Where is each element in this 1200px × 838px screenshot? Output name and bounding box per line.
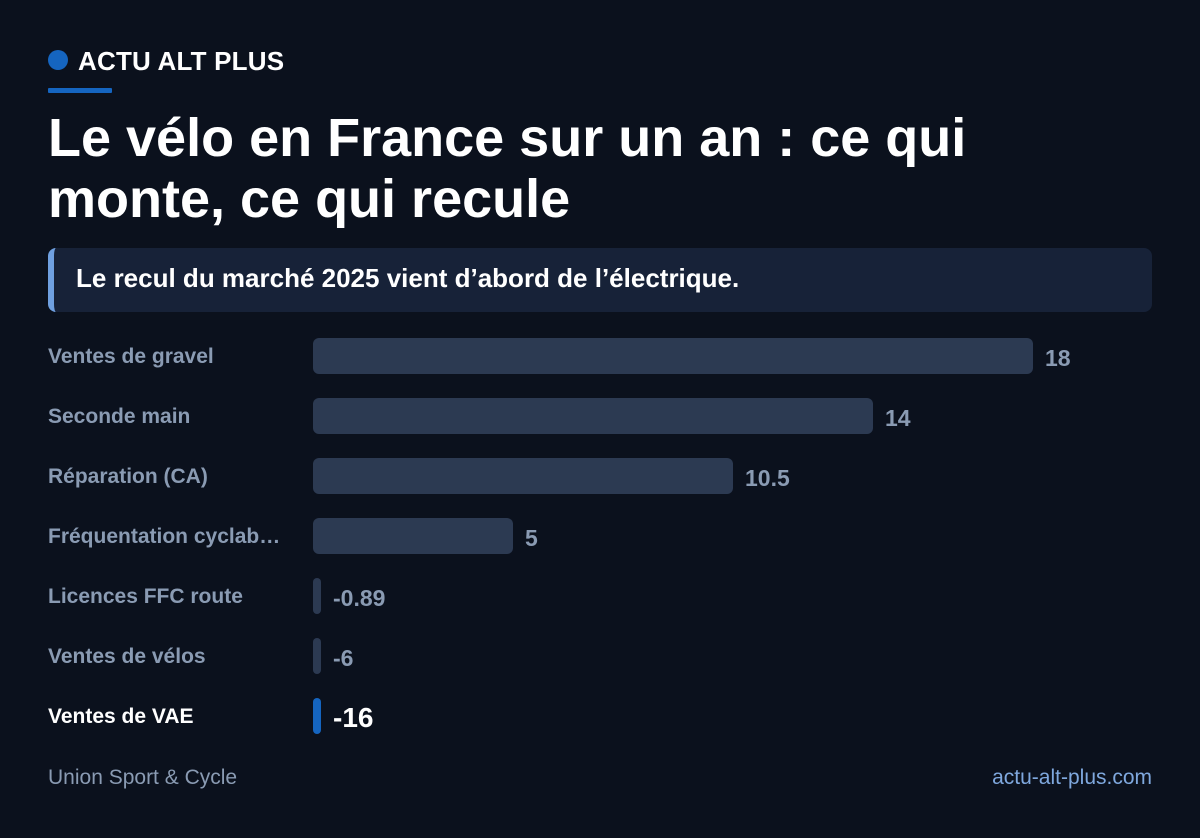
category-label: Licences FFC route — [48, 585, 243, 608]
category-label: Ventes de VAE — [48, 705, 194, 728]
page-title: Le vélo en France sur un an : ce qui mon… — [48, 108, 967, 229]
value-label: -6 — [333, 645, 353, 671]
value-label: 5 — [525, 525, 538, 551]
category-label: Seconde main — [48, 405, 190, 428]
brand-dot-icon — [48, 49, 68, 70]
bar — [313, 638, 321, 674]
brand-underline — [48, 88, 112, 93]
category-label: Ventes de vélos — [48, 645, 206, 668]
category-label: Ventes de gravel — [48, 345, 214, 368]
value-label: -0.89 — [333, 585, 385, 611]
source-label: Union Sport & Cycle — [48, 766, 238, 789]
brand-name: ACTU ALT PLUS — [78, 46, 285, 76]
bar — [313, 338, 1033, 374]
value-label: 10.5 — [745, 465, 790, 491]
callout-text: Le recul du marché 2025 vient d’abord de… — [76, 263, 740, 293]
bar — [313, 458, 733, 494]
site-link[interactable]: actu-alt-plus.com — [992, 766, 1152, 789]
value-label: -16 — [333, 702, 373, 733]
bar — [313, 398, 873, 434]
value-label: 14 — [885, 405, 911, 431]
key-takeaway-callout: Le recul du marché 2025 vient d’abord de… — [48, 248, 1152, 312]
bar — [313, 578, 321, 614]
value-label: 18 — [1045, 345, 1071, 371]
bar — [313, 518, 513, 554]
category-label: Fréquentation cyclab… — [48, 525, 280, 548]
category-label: Réparation (CA) — [48, 465, 208, 488]
bar — [313, 698, 321, 734]
brand: ACTU ALT PLUS — [48, 46, 284, 77]
